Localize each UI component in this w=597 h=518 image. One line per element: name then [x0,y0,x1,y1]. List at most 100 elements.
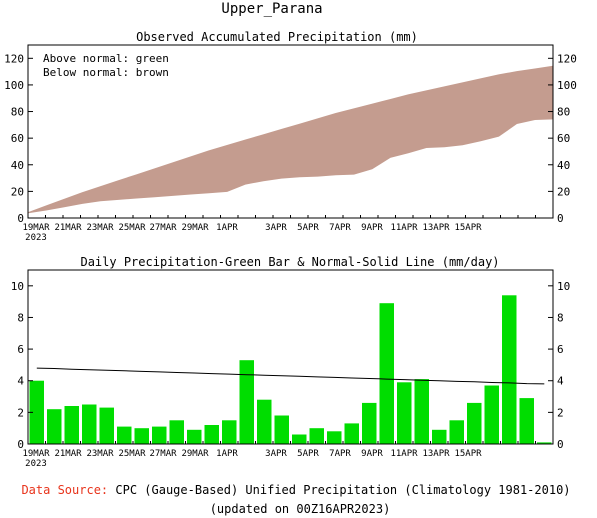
daily-precip-bar [134,428,149,444]
daily-precip-bar [449,420,464,444]
x-tick-label: 23MAR [86,223,114,233]
daily-precip-bar [519,398,534,444]
x-tick-label: 25MAR [118,223,146,233]
y-tick-label-left: 4 [17,375,24,388]
daily-precip-bar [537,442,552,444]
daily-precip-bar [274,415,289,444]
x-tick-label: 21MAR [54,223,82,233]
x-tick-label: 3APR [265,449,287,459]
x-year-label: 2023 [25,459,47,469]
updated-timestamp: (updated on 00Z16APR2023) [210,502,391,516]
daily-precip-bar [292,434,307,444]
x-tick-label: 19MAR [22,223,50,233]
daily-precip-bar [64,406,79,444]
footer: Data Source: CPC (Gauge-Based) Unified P… [21,483,570,516]
y-tick-label-right: 20 [557,185,570,198]
legend-above-normal: Above normal: green [43,52,169,65]
data-source-label: Data Source: [21,483,108,497]
data-source-line: Data Source: CPC (Gauge-Based) Unified P… [21,483,570,497]
daily-precip-bar [379,303,394,444]
x-tick-label: 5APR [297,449,319,459]
daily-precip-bar [169,420,184,444]
daily-precip-bar [82,404,97,444]
x-tick-label: 5APR [297,223,319,233]
region-title: Upper_Parana [221,1,322,17]
accumulated-precip-panel: Observed Accumulated Precipitation (mm) … [4,30,577,243]
x-tick-label: 15APR [454,223,482,233]
daily-precip-bar [414,379,429,444]
daily-precip-bar [117,426,132,444]
daily-precip-bar [362,402,377,444]
daily-precip-bar [309,428,324,444]
daily-precip-bar [187,429,202,444]
x-tick-label: 21MAR [54,449,82,459]
y-tick-label-right: 40 [557,159,570,172]
daily-precip-bar [204,425,219,444]
y-tick-label-left: 8 [17,311,24,324]
observed-accumulation-line [27,118,554,214]
normal-daily-line [36,367,545,385]
y-tick-label-left: 40 [11,159,24,172]
y-tick-label-left: 0 [17,438,24,451]
x-tick-label: 23MAR [86,449,114,459]
y-tick-label-right: 100 [557,79,577,92]
daily-precip-panel: Daily Precipitation-Green Bar & Normal-S… [11,255,571,469]
daily-precip-bar [257,399,272,444]
x-year-label: 2023 [25,233,47,243]
daily-precip-bar [432,429,447,444]
x-tick-label: 11APR [390,449,418,459]
x-tick-label: 7APR [329,223,351,233]
daily-precip-bar [29,380,44,444]
daily-precip-bar [152,426,167,444]
daily-precip-bar [344,423,359,444]
x-tick-label: 9APR [361,449,383,459]
y-tick-label-left: 10 [11,280,24,293]
daily-precip-bar [99,407,114,444]
y-tick-label-left: 0 [17,212,24,225]
x-tick-label: 7APR [329,449,351,459]
x-tick-label: 29MAR [181,449,209,459]
x-tick-label: 13APR [422,449,450,459]
data-source-text: CPC (Gauge-Based) Unified Precipitation … [108,483,570,497]
y-tick-label-right: 2 [557,406,564,419]
x-tick-label: 3APR [265,223,287,233]
below-normal-area [28,66,553,213]
y-tick-label-left: 120 [4,52,24,65]
y-tick-label-left: 60 [11,132,24,145]
y-tick-label-right: 80 [557,106,570,119]
legend-below-normal: Below normal: brown [43,66,169,79]
x-tick-label: 19MAR [22,449,50,459]
y-tick-label-right: 60 [557,132,570,145]
x-tick-label: 27MAR [149,223,177,233]
x-tick-label: 11APR [390,223,418,233]
y-tick-label-right: 0 [557,438,564,451]
y-tick-label-left: 2 [17,406,24,419]
y-tick-label-right: 120 [557,52,577,65]
daily-precip-bar [239,360,254,444]
x-tick-label: 1APR [216,223,238,233]
x-tick-label: 15APR [454,449,482,459]
daily-precip-bar [502,295,517,444]
y-tick-label-right: 10 [557,280,570,293]
daily-precip-bar [467,402,482,444]
y-tick-label-left: 20 [11,185,24,198]
y-tick-label-right: 6 [557,343,564,356]
daily-precip-bar [222,420,237,444]
normal-accumulation-line [27,65,554,214]
x-tick-label: 1APR [216,449,238,459]
daily-precip-bar [484,385,499,444]
daily-precip-bar [327,431,342,444]
x-tick-label: 13APR [422,223,450,233]
x-tick-label: 9APR [361,223,383,233]
x-tick-label: 29MAR [181,223,209,233]
accumulated-chart-title: Observed Accumulated Precipitation (mm) [136,30,418,44]
daily-chart-title: Daily Precipitation-Green Bar & Normal-S… [80,255,499,269]
y-tick-label-left: 80 [11,106,24,119]
x-tick-label: 25MAR [118,449,146,459]
y-tick-label-right: 4 [557,375,564,388]
x-tick-label: 27MAR [149,449,177,459]
y-tick-label-left: 100 [4,79,24,92]
y-tick-label-right: 8 [557,311,564,324]
daily-precip-bar [397,382,412,444]
